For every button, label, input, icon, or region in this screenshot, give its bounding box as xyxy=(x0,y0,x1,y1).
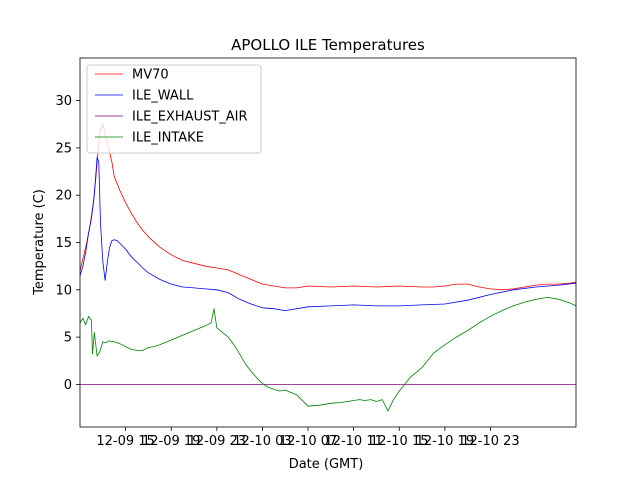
y-tick-label: 5 xyxy=(64,331,72,346)
series-line-ile-intake xyxy=(80,296,576,412)
y-tick-label: 0 xyxy=(64,378,72,393)
series-line-ile-wall xyxy=(80,156,576,312)
x-tick-label: 12-10 15 xyxy=(370,434,428,449)
legend-label: MV70 xyxy=(132,68,169,83)
x-tick-label: 12-10 03 xyxy=(233,434,291,449)
legend-box xyxy=(86,64,262,154)
legend-label: ILE_EXHAUST_AIR xyxy=(132,110,248,125)
x-axis-label: Date (GMT) xyxy=(289,457,364,472)
chart-title: APOLLO ILE Temperatures xyxy=(231,36,425,54)
legend: MV70 ILE_WALL ILE_EXHAUST_AIR ILE_INTAKE xyxy=(86,64,262,154)
legend-label: ILE_WALL xyxy=(132,89,194,104)
y-tick-label: 15 xyxy=(55,236,72,251)
legend-label: ILE_INTAKE xyxy=(132,131,204,146)
x-tick-label: 12-10 19 xyxy=(416,434,474,449)
x-tick-label: 12-10 23 xyxy=(461,434,519,449)
y-tick-label: 25 xyxy=(55,141,72,156)
y-tick-label: 10 xyxy=(55,283,72,298)
x-tick-label: 12-10 11 xyxy=(324,434,382,449)
y-tick-label: 30 xyxy=(55,94,72,109)
y-tick-label: 20 xyxy=(55,189,72,204)
y-axis-label: Temperature (C) xyxy=(32,189,47,296)
x-tick-label: 12-09 23 xyxy=(188,434,246,449)
x-tick-label: 12-10 07 xyxy=(279,434,337,449)
x-tick-label: 12-09 19 xyxy=(142,434,200,449)
x-tick-label: 12-09 15 xyxy=(96,434,154,449)
